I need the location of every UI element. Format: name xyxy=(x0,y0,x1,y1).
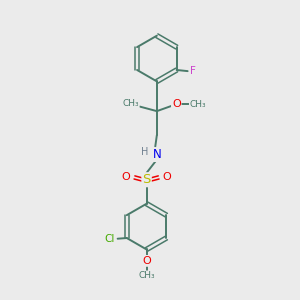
Text: Cl: Cl xyxy=(104,234,115,244)
Text: O: O xyxy=(163,172,172,182)
Text: N: N xyxy=(152,148,161,161)
Text: F: F xyxy=(190,66,196,76)
Text: O: O xyxy=(142,256,151,266)
Text: CH₃: CH₃ xyxy=(190,100,206,109)
Text: O: O xyxy=(172,99,181,109)
Text: CH₃: CH₃ xyxy=(122,99,139,108)
Text: CH₃: CH₃ xyxy=(138,271,155,280)
Text: H: H xyxy=(141,147,148,157)
Text: S: S xyxy=(142,173,151,186)
Text: O: O xyxy=(122,172,130,182)
